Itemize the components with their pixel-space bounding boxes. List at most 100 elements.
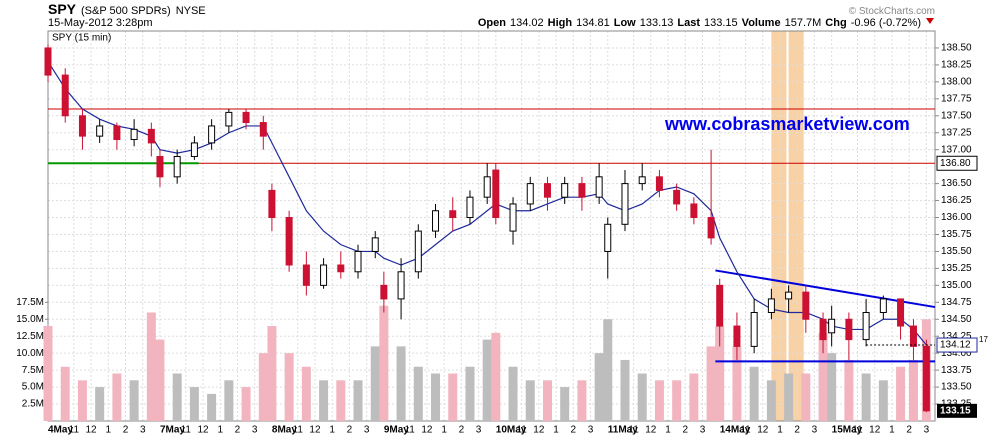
quote-date: 15-May-2012 3:28pm — [48, 17, 153, 29]
y-tick-label: 135.50 — [941, 246, 972, 257]
candle-body — [690, 203, 698, 219]
candle-body — [466, 196, 474, 219]
x-tick-label: 12 — [757, 425, 769, 436]
volume-bar — [448, 373, 458, 421]
candle-body — [414, 230, 422, 273]
candle-body — [397, 271, 405, 300]
volume-bar — [241, 387, 251, 421]
chart-title: SPY (15 min) — [52, 33, 111, 44]
v-tick-label: 5.0M — [22, 382, 44, 393]
down-arrow — [926, 18, 934, 24]
candle-body — [147, 128, 155, 144]
x-tick-label: 11 — [740, 425, 751, 436]
candle-body — [337, 264, 345, 273]
x-tick-label: 3 — [924, 425, 930, 436]
volume-bar — [413, 366, 423, 421]
candle-body — [242, 111, 250, 124]
x-tick-label: 12 — [645, 425, 657, 436]
candle-body — [96, 125, 104, 137]
volume-bar — [155, 339, 165, 421]
volume-bar — [620, 359, 630, 421]
annotation: www.cobrasmarketview.com — [664, 114, 910, 134]
volume-bar — [353, 380, 363, 421]
x-tick-label: 3 — [364, 425, 370, 436]
volume-bar — [715, 326, 725, 421]
volume-bar — [766, 380, 776, 421]
volume-bar — [491, 332, 501, 421]
volume-bar — [267, 326, 277, 421]
volume-bar — [370, 346, 380, 421]
y-tick-label: 135.75 — [941, 229, 972, 240]
symbol: SPY — [48, 1, 77, 17]
volume-bar — [112, 373, 122, 421]
volume-bar — [146, 312, 156, 421]
volume-bar — [60, 366, 70, 421]
candle-body — [621, 183, 629, 225]
candle-body — [173, 155, 181, 178]
volume-bar — [594, 353, 604, 421]
volume-bar — [319, 380, 329, 421]
quote-label: Low — [613, 17, 636, 29]
candle-body — [371, 237, 379, 252]
sma-last-label: 134.12 — [940, 340, 971, 351]
x-tick-label: 11 — [181, 425, 192, 436]
candle-body — [543, 183, 551, 198]
x-tick-label: 14May — [720, 425, 751, 436]
candle-body — [526, 183, 534, 205]
x-tick-label: 2 — [347, 425, 353, 436]
volume-bar — [844, 359, 854, 421]
x-tick-label: 12 — [85, 425, 97, 436]
volume-bar — [77, 380, 87, 421]
y-tick-label: 135.25 — [941, 263, 972, 274]
candle-body — [604, 223, 612, 252]
volume-bar — [878, 380, 888, 421]
last-price-box — [937, 403, 977, 418]
candle-body — [509, 203, 517, 232]
volume-bar — [482, 339, 492, 421]
candle-body — [156, 155, 164, 178]
x-tick-label: 2 — [235, 425, 241, 436]
candle-body — [862, 311, 870, 341]
volume-bar — [827, 353, 837, 421]
y-tick-label: 138.25 — [941, 60, 972, 71]
volume-bar — [672, 380, 682, 421]
quote-label: Open — [477, 17, 506, 29]
y-tick-label: 134.25 — [941, 331, 972, 342]
candle-body — [819, 318, 827, 341]
y-tick-label: 133.75 — [941, 365, 972, 376]
price-box-label: 136.80 — [940, 158, 971, 169]
highlight-band — [771, 31, 787, 421]
x-tick-label: 1 — [217, 425, 223, 436]
candle-body — [802, 291, 810, 320]
v-tick-label: 10.0M — [16, 348, 44, 359]
x-tick-label: 1 — [665, 425, 671, 436]
v-tick-label: 17.5M — [16, 297, 44, 308]
x-tick-label: 2 — [906, 425, 912, 436]
x-tick-label: 15May — [832, 425, 863, 436]
v-tick-label: 15.0M — [16, 314, 44, 325]
x-tick-label: 3 — [252, 425, 258, 436]
candle-body — [767, 298, 775, 313]
x-tick-label: 12 — [869, 425, 881, 436]
candle-body — [897, 298, 905, 327]
volume-bar — [258, 353, 268, 421]
x-tick-label: 1 — [329, 425, 335, 436]
y-tick-label: 135.00 — [941, 280, 972, 291]
last-price-label: 133.15 — [940, 405, 971, 416]
candle-body — [208, 125, 216, 144]
candle-body — [561, 183, 569, 198]
y-tick-label: 134.75 — [941, 297, 972, 308]
volume-bar — [637, 373, 647, 421]
y-tick-label: 137.25 — [941, 127, 972, 138]
y-tick-label: 137.00 — [941, 144, 972, 155]
x-tick-label: 1 — [889, 425, 895, 436]
candle-body — [733, 325, 741, 347]
volume-bar — [172, 373, 182, 421]
x-tick-label: 1 — [106, 425, 112, 436]
candle-body — [302, 264, 310, 286]
candle-body — [113, 125, 121, 141]
volume-bar — [379, 305, 389, 421]
x-tick-label: 12 — [421, 425, 433, 436]
candle-body — [320, 264, 328, 286]
